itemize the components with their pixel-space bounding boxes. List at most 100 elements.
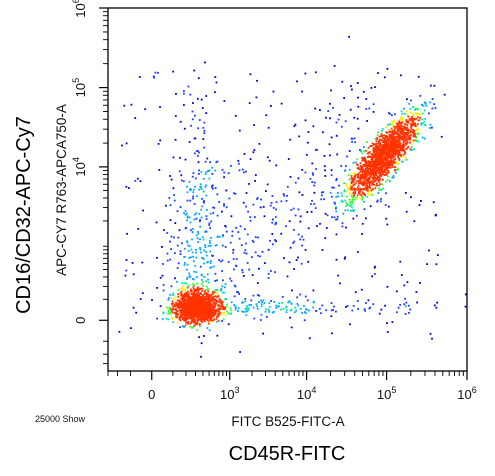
event-point bbox=[372, 181, 375, 184]
event-point bbox=[372, 144, 375, 146]
event-point bbox=[371, 194, 374, 196]
event-point bbox=[335, 195, 338, 198]
event-point bbox=[234, 192, 237, 195]
event-point bbox=[203, 121, 206, 124]
event-point bbox=[406, 140, 409, 143]
event-point bbox=[245, 306, 248, 309]
event-point bbox=[357, 173, 359, 176]
event-point bbox=[356, 251, 359, 253]
event-point bbox=[186, 301, 189, 304]
event-point bbox=[356, 214, 358, 217]
event-point bbox=[385, 141, 387, 143]
event-point bbox=[301, 244, 303, 247]
event-point bbox=[407, 304, 410, 307]
event-point bbox=[304, 119, 307, 122]
event-point bbox=[286, 185, 289, 188]
event-point bbox=[201, 302, 203, 305]
event-point bbox=[201, 290, 204, 292]
event-point bbox=[202, 190, 205, 193]
event-point bbox=[221, 244, 224, 247]
event-point bbox=[301, 194, 304, 196]
event-point bbox=[388, 143, 391, 146]
event-point bbox=[186, 300, 189, 302]
event-point bbox=[307, 131, 310, 133]
event-point bbox=[375, 169, 378, 172]
event-point bbox=[191, 302, 193, 305]
event-point bbox=[167, 312, 170, 315]
event-point bbox=[185, 318, 188, 320]
event-point bbox=[381, 167, 383, 170]
event-point bbox=[280, 200, 283, 203]
event-point bbox=[244, 300, 247, 303]
event-point bbox=[379, 161, 382, 164]
event-point bbox=[194, 307, 197, 310]
event-point bbox=[221, 285, 224, 288]
event-point bbox=[415, 136, 418, 139]
event-point bbox=[354, 161, 357, 164]
event-point bbox=[198, 323, 201, 325]
event-point bbox=[389, 136, 391, 139]
event-point bbox=[232, 249, 235, 251]
event-point bbox=[203, 309, 205, 312]
event-point bbox=[383, 174, 386, 176]
event-point bbox=[408, 102, 411, 105]
event-point bbox=[356, 158, 359, 161]
event-point bbox=[347, 204, 350, 206]
event-point bbox=[378, 146, 381, 149]
event-point bbox=[138, 76, 141, 78]
event-point bbox=[241, 168, 244, 171]
event-point bbox=[353, 198, 355, 201]
event-point bbox=[314, 71, 317, 74]
event-point bbox=[298, 135, 301, 138]
event-point bbox=[199, 292, 202, 295]
event-point bbox=[395, 290, 398, 293]
event-point bbox=[204, 300, 207, 303]
event-point bbox=[396, 163, 399, 166]
x-tick-label: 106 bbox=[457, 385, 476, 402]
event-point bbox=[358, 179, 360, 182]
event-point bbox=[192, 300, 195, 303]
event-point bbox=[201, 313, 204, 316]
event-point bbox=[165, 204, 167, 207]
event-point bbox=[301, 312, 303, 314]
event-point bbox=[275, 164, 278, 167]
event-point bbox=[387, 171, 390, 174]
event-point bbox=[200, 283, 203, 285]
event-point bbox=[349, 202, 352, 204]
event-point bbox=[205, 251, 207, 253]
event-point bbox=[179, 301, 182, 303]
event-point bbox=[389, 161, 392, 164]
event-point bbox=[280, 102, 283, 105]
event-point bbox=[351, 309, 354, 312]
event-point bbox=[401, 155, 404, 158]
event-point bbox=[380, 198, 382, 200]
event-point bbox=[386, 223, 389, 226]
event-point bbox=[384, 142, 387, 145]
event-point bbox=[244, 249, 247, 252]
event-point bbox=[197, 232, 200, 235]
event-point bbox=[379, 188, 382, 191]
event-point bbox=[372, 111, 375, 113]
event-point bbox=[333, 65, 336, 67]
event-point bbox=[234, 305, 237, 308]
event-point bbox=[216, 279, 218, 282]
event-point bbox=[214, 304, 217, 307]
event-point bbox=[252, 203, 255, 206]
event-point bbox=[404, 158, 407, 161]
event-point bbox=[340, 165, 343, 167]
event-point bbox=[194, 318, 197, 321]
event-point bbox=[308, 337, 311, 340]
event-point bbox=[381, 158, 383, 161]
event-point bbox=[388, 129, 391, 131]
event-point bbox=[381, 161, 383, 164]
event-point bbox=[315, 168, 317, 170]
event-point bbox=[357, 175, 359, 177]
event-point bbox=[389, 112, 391, 115]
event-point bbox=[403, 284, 406, 287]
event-point bbox=[179, 250, 182, 253]
event-point bbox=[227, 172, 230, 175]
event-point bbox=[337, 192, 339, 194]
event-point bbox=[420, 122, 423, 124]
event-point bbox=[387, 145, 390, 148]
event-point bbox=[193, 309, 196, 312]
